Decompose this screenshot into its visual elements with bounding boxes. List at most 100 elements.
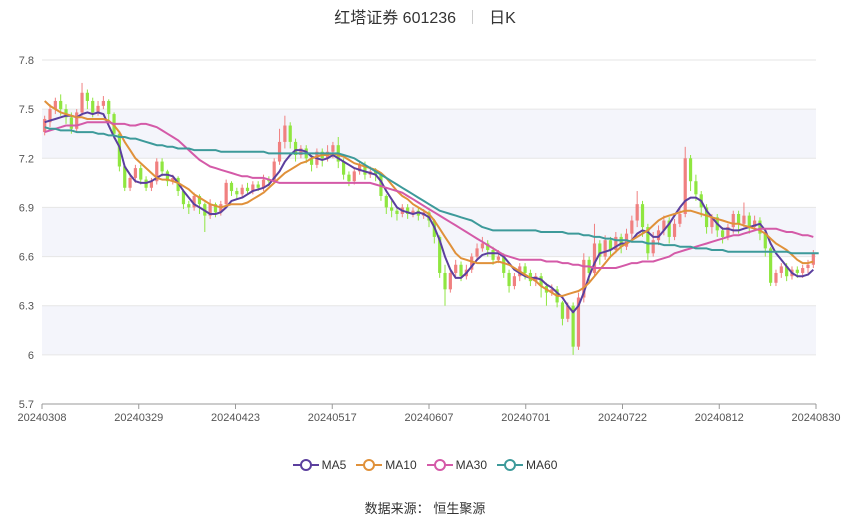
candle-body [277,141,282,162]
legend-marker-icon [292,459,319,471]
source-label: 数据来源： [364,501,430,516]
candle [80,82,84,116]
candle [769,246,773,287]
candle-body [101,100,105,106]
candle-body [341,161,346,175]
legend-label: MA10 [385,458,417,472]
candle-body [192,195,196,208]
legend-item-ma30[interactable]: MA30 [426,458,488,472]
legend-item-ma10[interactable]: MA10 [356,458,417,472]
candle-body [293,141,298,156]
x-tick-label: 20240830 [792,412,841,424]
candle [608,236,613,257]
candle [656,225,661,246]
candle [491,246,495,265]
candle-body [801,268,805,273]
candle-body [390,207,394,211]
candle [448,269,452,293]
candle-body [299,148,303,156]
candle-body [235,191,239,195]
candle [128,174,132,192]
candle-body [720,230,725,237]
candle-body [347,174,351,182]
candle-body [374,171,378,175]
candle [358,161,362,175]
candle-body [309,158,314,165]
candle-body [694,181,698,195]
candle [688,155,693,192]
background-bands [42,109,816,355]
x-tick-label: 20240308 [18,412,67,424]
candle-body [187,204,191,208]
candle-body [331,145,335,152]
candle-body [704,207,709,228]
x-tick-label: 20240722 [598,412,647,424]
candle [443,264,447,306]
candle-body [107,100,111,115]
candle-body [550,289,554,293]
candle-body [811,253,815,265]
candle-body [731,213,735,228]
period-label: 日K [489,10,516,27]
candle-body [261,179,266,188]
x-tick-label: 20240423 [211,412,260,424]
chart-title: 红塔证券 601236 [334,10,457,27]
candle [667,217,671,244]
legend-marker-circle [433,459,446,471]
candle-body [80,92,84,113]
candle [277,128,282,165]
candle [747,212,751,234]
candle-body [806,264,810,269]
legend-marker-icon [426,459,453,471]
candle-body [688,158,693,182]
y-tick-label: 7.2 [19,153,34,165]
candle [720,227,725,244]
candle [107,99,111,121]
candle [395,207,399,221]
candle [694,174,698,201]
candle-body [171,177,175,182]
candle [678,207,682,228]
candle [742,202,746,228]
candle-body [256,184,260,188]
candle-body [438,236,442,273]
candle [806,259,810,273]
source-name: 恒生聚源 [433,501,486,516]
candle [774,269,778,287]
candle [75,109,79,133]
candle [181,189,186,210]
y-tick-label: 6.9 [19,202,34,214]
candle [635,191,639,228]
candle-body [582,259,586,298]
candle-body [454,264,458,273]
candle [288,122,292,149]
candle-body [480,243,484,249]
candle-body [448,272,452,290]
candle-body [651,240,655,254]
candle-body [208,204,212,216]
candle-body [395,210,399,214]
chart-header: 红塔证券 601236 日K [0,4,850,28]
legend-item-ma60[interactable]: MA60 [497,458,557,472]
candle-body [197,195,202,205]
legend-marker-circle [363,459,376,471]
candle [411,207,415,218]
candle-body [85,92,89,101]
candle-body [769,248,773,283]
y-axis: 5.7 6 6.3 6.6 6.9 7.2 7.5 7.8 [19,55,34,411]
candle-body [566,305,570,319]
candle-body [229,182,234,192]
candle-body [69,117,73,129]
grid-band [42,305,816,355]
candle [224,179,228,208]
y-tick-label: 6 [28,350,34,362]
candle-body [683,158,687,214]
candle-body [635,204,639,221]
legend-item-ma5[interactable]: MA5 [292,458,346,472]
candle-body [240,187,244,195]
candle-body [245,187,250,192]
ma-line-ma60 [44,126,819,255]
legend-label: MA30 [455,458,488,472]
candle-body [598,243,602,257]
